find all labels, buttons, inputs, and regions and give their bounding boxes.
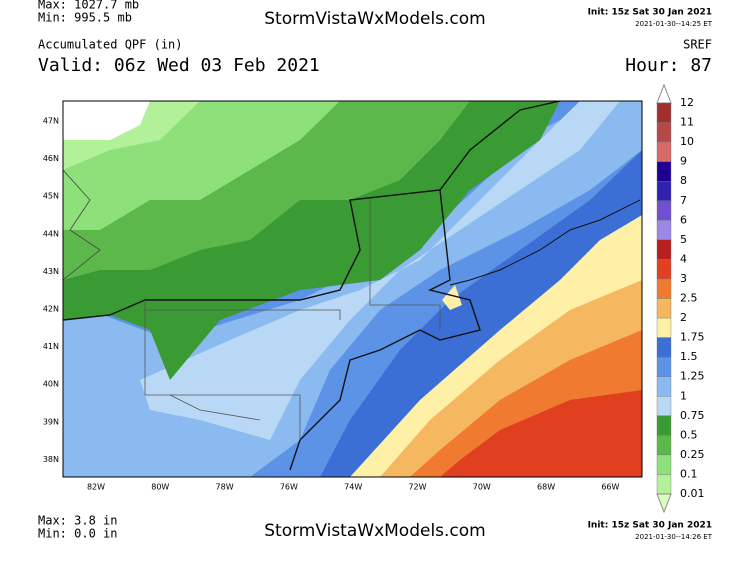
lon-label: 72W (408, 483, 426, 492)
colorbar-segment (656, 454, 672, 475)
legend-label: 0.25 (680, 448, 705, 461)
legend-label: 1.25 (680, 370, 705, 383)
init-time: Init: 15z Sat 30 Jan 2021 (588, 521, 712, 531)
max-qpf: Max: 3.8 in (38, 514, 117, 528)
colorbar-segment (656, 356, 672, 377)
site-name: StormVistaWxModels.com (264, 521, 486, 541)
legend-label: 0.1 (680, 467, 698, 480)
qpf-field (442, 285, 462, 310)
legend-label: 8 (680, 174, 687, 187)
legend-label: 0.75 (680, 409, 705, 422)
legend-label: 6 (680, 213, 687, 226)
colorbar-segment (656, 220, 672, 241)
colorbar-segment (656, 122, 672, 143)
lat-label: 43N (43, 267, 59, 276)
lat-label: 44N (43, 229, 59, 238)
legend-label: 7 (680, 194, 687, 207)
colorbar-segment (656, 239, 672, 260)
state-lines (144, 200, 441, 440)
max-pressure: Max: 1027.7 mb (38, 0, 139, 12)
lon-label: 76W (280, 483, 298, 492)
colorbar-segment (656, 259, 672, 280)
lat-label: 38N (43, 455, 59, 464)
lon-label: 74W (344, 483, 362, 492)
lat-label: 39N (43, 417, 59, 426)
legend-label: 2.5 (680, 292, 698, 305)
lon-label: 78W (216, 483, 234, 492)
legend-label: 5 (680, 233, 687, 246)
legend-label: 10 (680, 135, 694, 148)
lat-label: 47N (43, 117, 59, 126)
legend-label: 1.5 (680, 350, 698, 363)
init-stamp: 2021-01-30--14:25 ET (635, 20, 713, 28)
forecast-hour: Hour: 87 (625, 55, 712, 76)
lat-label: 42N (43, 305, 59, 314)
lon-label: 68W (537, 483, 555, 492)
valid-time: Valid: 06z Wed 03 Feb 2021 (38, 55, 320, 76)
min-pressure: Min: 995.5 mb (38, 11, 132, 25)
product: Accumulated QPF (in) (38, 38, 183, 52)
site-name: StormVistaWxModels.com (264, 9, 486, 29)
legend-label: 9 (680, 155, 687, 168)
model: SREF (683, 38, 712, 52)
lon-label: 80W (151, 483, 169, 492)
lon-label: 66W (601, 483, 619, 492)
init-time: Init: 15z Sat 30 Jan 2021 (588, 8, 712, 18)
lat-label: 40N (43, 380, 59, 389)
colorbar-arrow (656, 493, 672, 514)
colorbar-segment (656, 102, 672, 123)
lon-label: 82W (87, 483, 105, 492)
qpf-field (63, 101, 150, 140)
colorbar-segment (656, 474, 672, 495)
lon-label: 70W (473, 483, 491, 492)
legend-label: 2 (680, 311, 687, 324)
legend-label: 12 (680, 96, 694, 109)
colorbar-segment (656, 161, 672, 182)
colorbar-segment (656, 435, 672, 456)
colorbar-segment (656, 200, 672, 221)
legend-label: 3 (680, 272, 687, 285)
legend-label: 1.75 (680, 331, 705, 344)
legend-label: 0.01 (680, 487, 705, 500)
colorbar-segment (656, 415, 672, 436)
qpf-field (140, 101, 620, 440)
legend-label: 4 (680, 252, 687, 265)
legend-label: 11 (680, 116, 694, 129)
colorbar-segment (656, 376, 672, 397)
qpf-field (440, 390, 642, 477)
lat-label: 46N (43, 154, 59, 163)
lat-label: 41N (43, 342, 59, 351)
colorbar-segment (656, 278, 672, 299)
colorbar-segment (656, 396, 672, 416)
colorbar-segment (656, 141, 672, 162)
colorbar-arrow (656, 83, 672, 104)
boundaries (63, 101, 641, 471)
colorbar-segment (656, 298, 672, 319)
colorbar-segment (656, 180, 672, 201)
legend-label: 0.5 (680, 428, 698, 441)
min-qpf: Min: 0.0 in (38, 527, 117, 541)
legend-label: 1 (680, 389, 687, 402)
map (62, 100, 643, 478)
lat-label: 45N (43, 192, 59, 201)
map-frame (62, 100, 643, 478)
colorbar-segment (656, 317, 672, 338)
colorbar-segment (656, 337, 672, 358)
init-stamp: 2021-01-30--14:26 ET (635, 533, 713, 541)
